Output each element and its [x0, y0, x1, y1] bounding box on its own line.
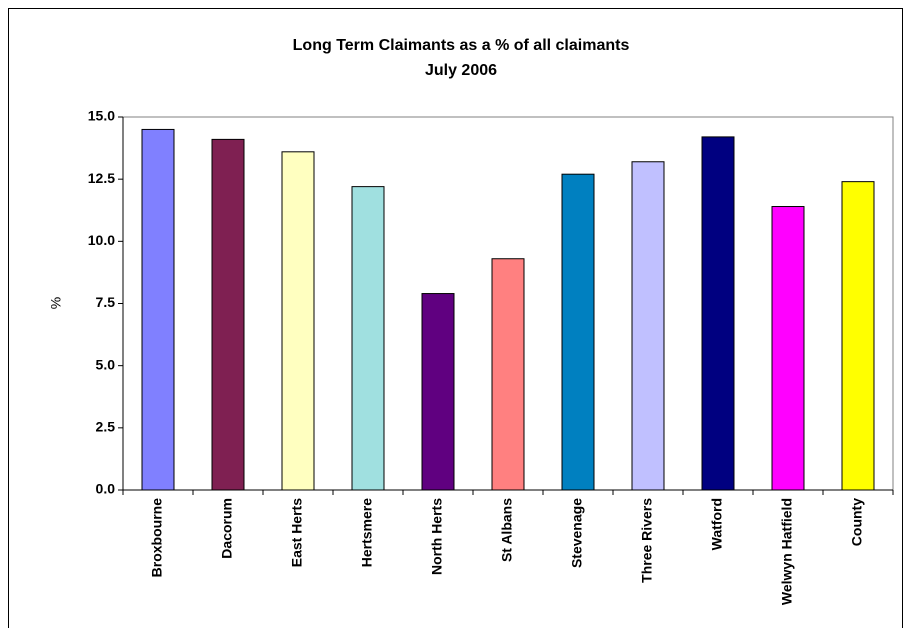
- y-tick-label: 7.5: [96, 294, 116, 310]
- bar: [631, 161, 665, 491]
- x-tick-label: Three Rivers: [639, 498, 655, 583]
- bar: [351, 186, 385, 491]
- bar: [841, 181, 875, 491]
- y-tick-label: 10.0: [88, 232, 115, 248]
- y-tick-label: 2.5: [96, 419, 116, 435]
- chart-title: Long Term Claimants as a % of all claima…: [293, 37, 630, 54]
- y-axis-label: %: [48, 297, 64, 309]
- x-tick-label: North Herts: [429, 498, 445, 575]
- y-tick-label: 12.5: [88, 170, 115, 186]
- y-tick-label: 15.0: [88, 108, 115, 124]
- bar: [561, 173, 595, 491]
- bar: [421, 293, 455, 491]
- x-tick-label: County: [849, 498, 865, 546]
- bar: [491, 258, 525, 491]
- bar: [141, 128, 175, 491]
- bar: [281, 151, 315, 491]
- x-tick-label: Stevenage: [569, 498, 585, 568]
- x-tick-label: Dacorum: [219, 498, 235, 559]
- y-tick-label: 5.0: [96, 356, 116, 372]
- x-tick-label: Watford: [709, 498, 725, 550]
- x-tick-label: St Albans: [499, 498, 515, 562]
- bar: [701, 136, 735, 491]
- bar: [211, 138, 245, 491]
- y-tick-label: 0.0: [96, 481, 116, 497]
- x-tick-label: East Herts: [289, 498, 305, 567]
- x-tick-label: Broxbourne: [149, 498, 165, 578]
- bar: [771, 206, 805, 491]
- chart-subtitle: July 2006: [425, 62, 497, 79]
- x-tick-label: Hertsmere: [359, 498, 375, 567]
- x-tick-label: Welwyn Hatfield: [779, 498, 795, 605]
